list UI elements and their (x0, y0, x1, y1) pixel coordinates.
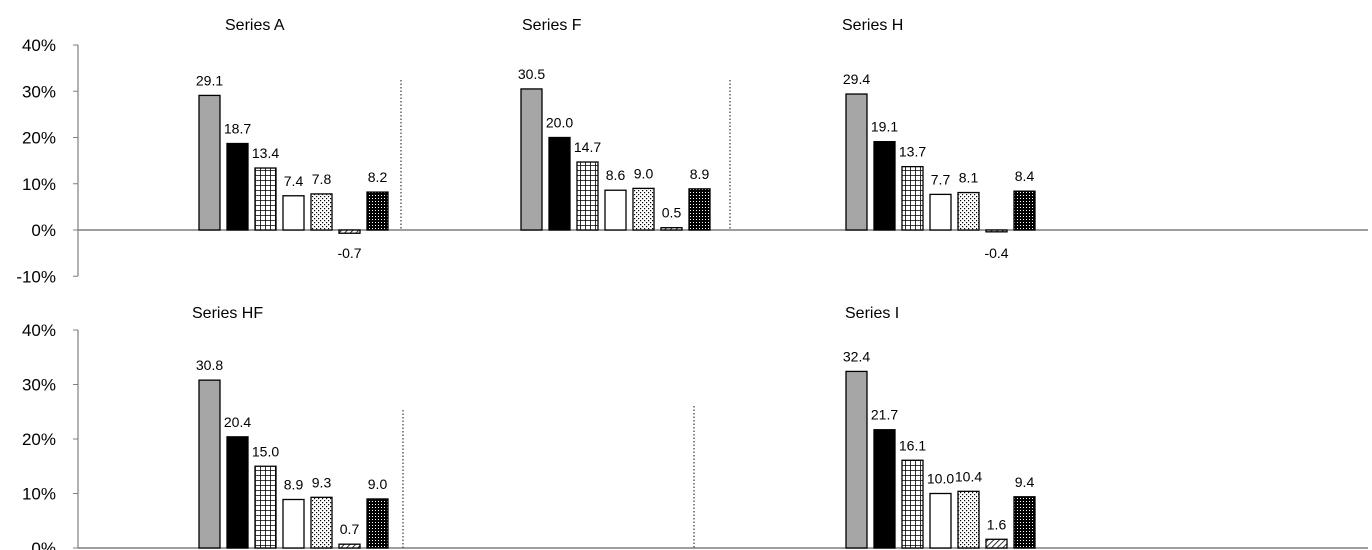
bar (338, 543, 361, 549)
y-tick-label: 0% (31, 539, 56, 550)
bar (310, 496, 333, 549)
data-label: 20.4 (224, 414, 251, 430)
y-tick-label: 30% (22, 82, 56, 101)
bar (198, 94, 221, 231)
panel-title: Series H (842, 17, 903, 34)
data-label: 29.1 (196, 72, 223, 88)
bar (282, 195, 305, 231)
data-label: -0.7 (337, 245, 361, 261)
y-tick-label: 30% (22, 376, 56, 395)
data-label: 15.0 (252, 443, 279, 459)
data-label: 14.7 (574, 139, 601, 155)
bar (957, 490, 980, 549)
data-label: 0.7 (340, 521, 360, 537)
bar (985, 229, 1008, 233)
bar (282, 498, 305, 549)
bar (576, 161, 599, 231)
panel-title: Series HF (192, 305, 263, 322)
data-label: 8.6 (606, 167, 626, 183)
data-label: 30.5 (518, 66, 545, 82)
data-label: 7.7 (931, 171, 951, 187)
y-tick-label: 10% (22, 485, 56, 504)
bar (660, 227, 683, 231)
bar (338, 229, 361, 234)
bar (1013, 190, 1036, 231)
y-tick-label: 10% (22, 175, 56, 194)
bar (901, 165, 924, 231)
bar (254, 465, 277, 549)
data-label: 0.5 (662, 205, 682, 221)
bar (310, 193, 333, 231)
y-tick-label: 20% (22, 430, 56, 449)
panel-title: Series A (225, 17, 285, 34)
data-label: 8.9 (690, 166, 710, 182)
data-label: 8.1 (959, 170, 979, 186)
labels-layer: Series A 29.1 18.713.4 7.4 7.8 -0.7 8.2 Series … (192, 17, 1034, 537)
bar (366, 191, 389, 231)
data-label: 1.6 (987, 516, 1007, 532)
y-tick-label: 0% (31, 221, 56, 240)
y-tick-label: -10% (16, 267, 56, 286)
bar (929, 193, 952, 231)
bar (929, 492, 952, 549)
y-tick-label: 20% (22, 129, 56, 148)
data-label: 20.0 (546, 115, 573, 131)
bar (254, 167, 277, 231)
bar (1013, 496, 1036, 549)
y-tick-label: 40% (22, 36, 56, 55)
data-label: 10.4 (955, 468, 982, 484)
data-label: 9.0 (368, 476, 388, 492)
data-label: 16.1 (899, 437, 926, 453)
bar (198, 379, 221, 549)
bars-layer (198, 88, 1036, 549)
data-label: 9.4 (1015, 474, 1035, 490)
bar (604, 189, 627, 231)
data-label: 21.7 (871, 407, 898, 423)
bar (957, 191, 980, 231)
data-label: 9.3 (312, 474, 332, 490)
y-tick-label: 40% (22, 321, 56, 340)
panel-title: Series I (845, 305, 899, 322)
bar (226, 142, 249, 231)
data-label: 7.8 (312, 171, 332, 187)
bar (873, 141, 896, 231)
bar (520, 88, 543, 231)
data-label: 9.0 (634, 165, 654, 181)
data-label: 13.7 (899, 144, 926, 160)
data-label: 8.9 (284, 476, 304, 492)
bar (688, 188, 711, 231)
divider-layer (400, 80, 731, 548)
bar (226, 436, 249, 549)
data-label: 29.4 (843, 71, 870, 87)
data-label: 30.8 (196, 357, 223, 373)
data-label: 32.4 (843, 348, 870, 364)
bar (366, 498, 389, 549)
bar (845, 93, 868, 231)
data-label: 13.4 (252, 145, 279, 161)
bar (985, 538, 1008, 549)
panel-title: Series F (522, 17, 582, 34)
data-label: 18.7 (224, 121, 251, 137)
bar (845, 370, 868, 549)
data-label: 7.4 (284, 173, 304, 189)
data-label: 8.4 (1015, 168, 1035, 184)
data-label: -0.4 (984, 245, 1008, 261)
data-label: 8.2 (368, 169, 388, 185)
bar (901, 459, 924, 549)
data-label: 10.0 (927, 471, 954, 487)
bar (548, 136, 571, 231)
bar (873, 429, 896, 549)
data-label: 19.1 (871, 119, 898, 135)
bar (632, 187, 655, 231)
